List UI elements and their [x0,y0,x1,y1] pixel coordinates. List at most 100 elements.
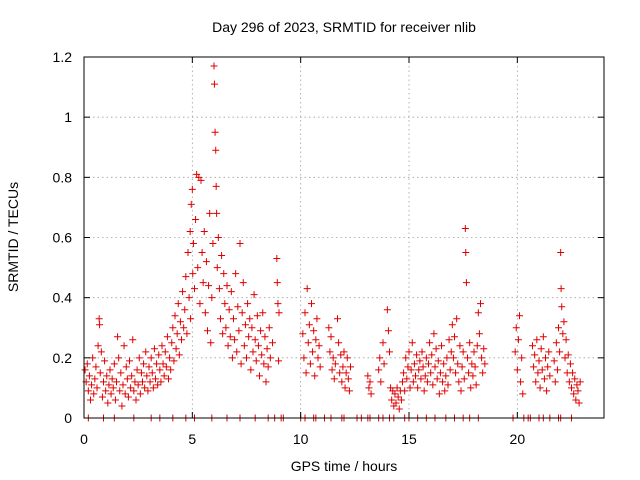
data-point [310,327,318,335]
data-point [223,282,231,290]
chart-title: Day 296 of 2023, SRMTID for receiver nli… [212,19,476,35]
x-axis-label: GPS time / hours [291,458,398,474]
data-point [102,387,110,395]
data-point [248,324,256,332]
data-point [313,315,321,323]
data-point [468,360,476,368]
data-point [383,306,391,314]
data-point [537,345,545,353]
data-point [256,372,263,380]
data-point [546,372,554,380]
data-point [444,381,452,389]
data-point [397,396,405,404]
data-point [401,387,409,395]
data-point [262,378,270,386]
data-point [533,336,541,344]
data-point [462,279,470,287]
data-point [471,363,479,371]
x-tick-label: 10 [293,431,309,447]
data-point [469,372,477,380]
data-point [379,339,387,347]
data-point [432,345,440,353]
data-point [413,351,421,359]
data-point [568,384,575,392]
data-point [96,369,104,377]
data-point [474,309,482,317]
data-point [106,366,114,374]
data-point [347,363,354,371]
data-point [308,300,315,308]
data-point [253,312,261,320]
data-point [123,375,131,383]
data-point [247,366,255,374]
data-point [367,390,375,398]
data-point [439,378,447,386]
data-point [172,345,180,353]
data-point [237,360,245,368]
data-point [472,381,480,389]
data-point [514,336,522,344]
data-point [513,366,521,374]
data-point [149,384,157,392]
data-point [311,372,319,380]
data-point [212,182,220,190]
data-point [575,399,583,407]
data-point [263,345,271,353]
data-point [127,384,135,392]
data-point [217,315,224,323]
data-point [418,348,426,356]
data-point [478,354,486,362]
data-point [551,378,559,386]
data-point [173,330,181,338]
data-point [458,363,466,371]
data-point [259,309,267,317]
data-point [182,273,190,281]
data-point [314,354,322,362]
data-point [200,227,208,235]
data-point [343,354,351,362]
data-point [365,384,373,392]
data-point [174,300,182,308]
data-point [402,354,410,362]
y-tick-label: 0.6 [53,230,73,246]
data-point [479,369,487,377]
data-point [179,288,187,296]
data-point [148,369,156,377]
y-axis-label: SRMTID / TECUs [5,182,21,292]
data-point [436,369,444,377]
y-tick-label: 0.2 [53,350,73,366]
data-point [414,384,422,392]
data-point [205,282,213,290]
data-point [145,363,153,371]
data-point [100,378,107,386]
y-tick-label: 0.4 [53,290,73,306]
data-point [393,384,401,392]
data-point [235,327,243,335]
data-point [557,249,565,257]
data-point [388,396,396,404]
data-point [231,336,239,344]
grid-lines [84,57,604,418]
data-point [266,354,274,362]
data-point [215,285,223,293]
data-point [550,357,558,365]
data-point [427,369,435,377]
data-point [147,354,155,362]
data-point [241,321,249,329]
tick-labels: 0 0.2 0.4 0.6 0.8 1 1.2 0 5 10 15 20 [53,49,526,447]
data-point [555,324,562,332]
data-point [251,336,259,344]
data-point [306,360,314,368]
data-point [243,354,250,362]
data-point [542,354,549,362]
data-point [386,348,393,356]
data-point [153,360,161,368]
data-point [252,357,260,365]
data-point [433,375,441,383]
data-point [232,270,240,278]
data-point [446,366,454,374]
data-point [449,354,457,362]
data-point [574,387,582,395]
data-point [529,342,536,350]
data-point [559,330,567,338]
